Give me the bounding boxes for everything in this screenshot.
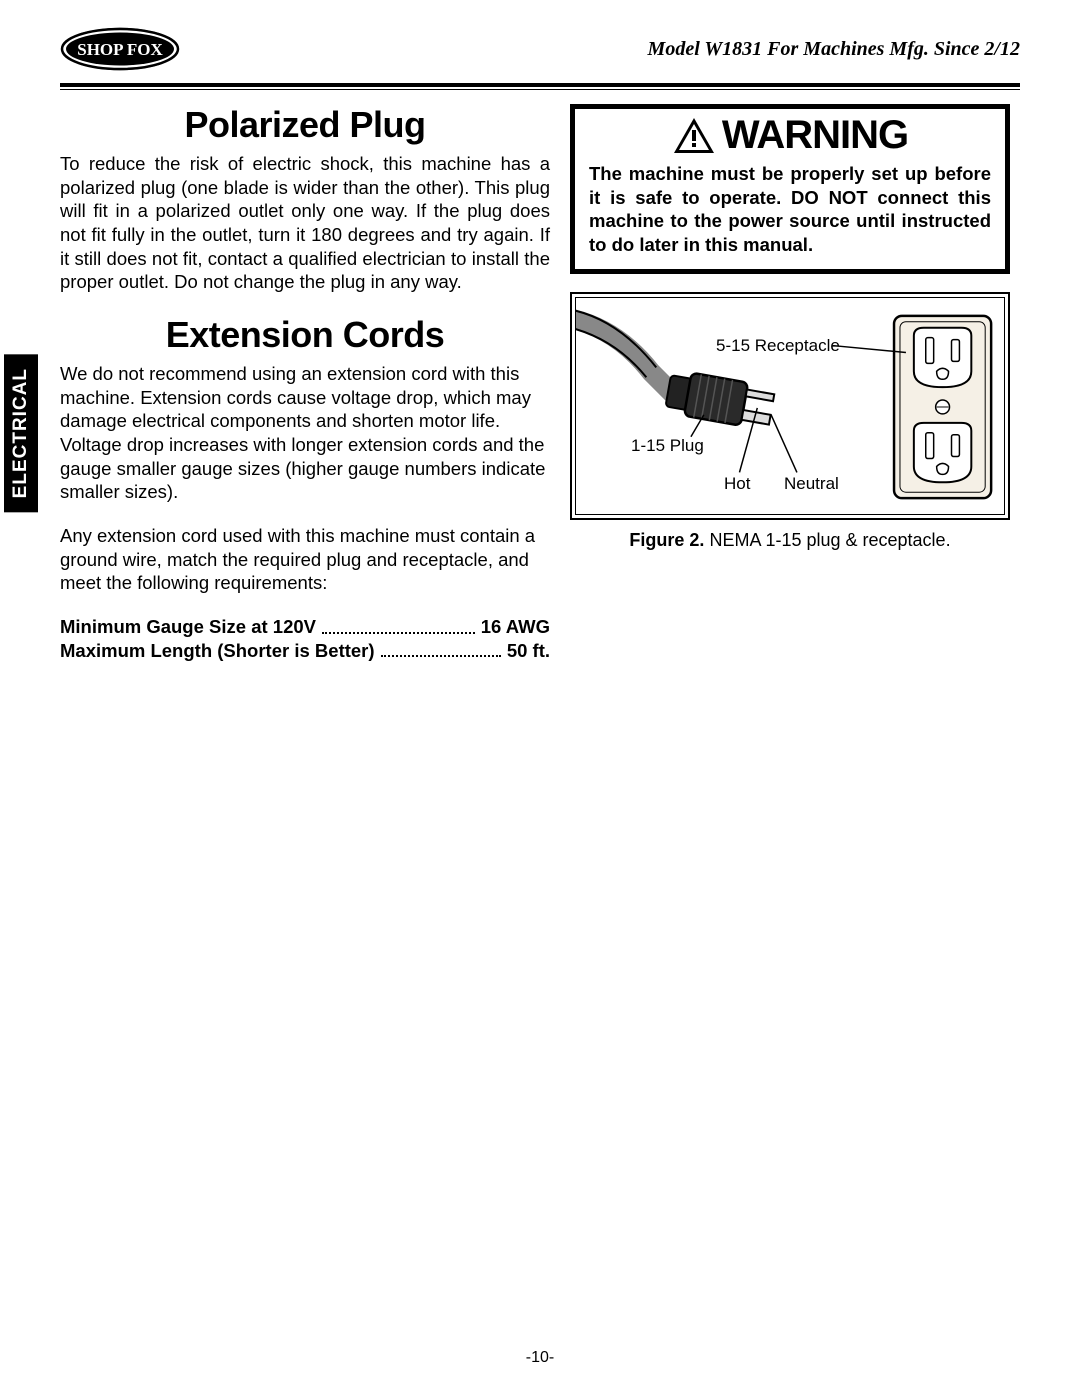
warning-title: WARNING — [722, 113, 908, 158]
spec-row: Maximum Length (Shorter is Better) 50 ft… — [60, 639, 550, 663]
shopfox-logo: SHOP FOX — [60, 25, 180, 73]
page-header: SHOP FOX Model W1831 For Machines Mfg. S… — [60, 25, 1020, 83]
fig-label-hot: Hot — [724, 474, 750, 494]
model-info: Model W1831 For Machines Mfg. Since 2/12 — [648, 38, 1020, 61]
polarized-plug-body: To reduce the risk of electric shock, th… — [60, 152, 550, 294]
fig-label-receptacle: 5-15 Receptacle — [716, 336, 840, 356]
right-column: WARNING The machine must be properly set… — [570, 104, 1010, 662]
extension-cords-body2: Any extension cord used with this machin… — [60, 524, 550, 595]
polarized-plug-title: Polarized Plug — [60, 104, 550, 146]
spec-value: 50 ft. — [507, 639, 550, 663]
spec-label: Minimum Gauge Size at 120V — [60, 615, 316, 639]
left-column: Polarized Plug To reduce the risk of ele… — [60, 104, 550, 662]
spec-label: Maximum Length (Shorter is Better) — [60, 639, 375, 663]
header-rule-thin — [60, 89, 1020, 90]
header-rule-thick — [60, 83, 1020, 87]
section-tab-electrical: ELECTRICAL — [4, 354, 38, 512]
page-number: -10- — [526, 1349, 554, 1367]
figure-caption-bold: Figure 2. — [629, 530, 704, 550]
spec-value: 16 AWG — [481, 615, 550, 639]
spec-dots — [381, 639, 501, 658]
fig-label-plug: 1-15 Plug — [631, 436, 704, 456]
figure-diagram: 5-15 Receptacle 1-15 Plug Hot Neutral — [575, 297, 1005, 515]
warning-triangle-icon — [672, 116, 716, 156]
figure-box: 5-15 Receptacle 1-15 Plug Hot Neutral — [570, 292, 1010, 520]
extension-cords-title: Extension Cords — [60, 314, 550, 356]
spec-row: Minimum Gauge Size at 120V 16 AWG — [60, 615, 550, 639]
spec-dots — [322, 615, 475, 634]
warning-text: The machine must be properly set up befo… — [589, 162, 991, 257]
figure-caption-rest: NEMA 1-15 plug & receptacle. — [704, 530, 950, 550]
svg-text:SHOP FOX: SHOP FOX — [77, 40, 163, 59]
fig-label-neutral: Neutral — [784, 474, 839, 494]
extension-cords-body1: We do not recommend using an extension c… — [60, 362, 550, 504]
warning-box: WARNING The machine must be properly set… — [570, 104, 1010, 274]
warning-header: WARNING — [589, 113, 991, 158]
figure-caption: Figure 2. NEMA 1-15 plug & receptacle. — [570, 530, 1010, 551]
